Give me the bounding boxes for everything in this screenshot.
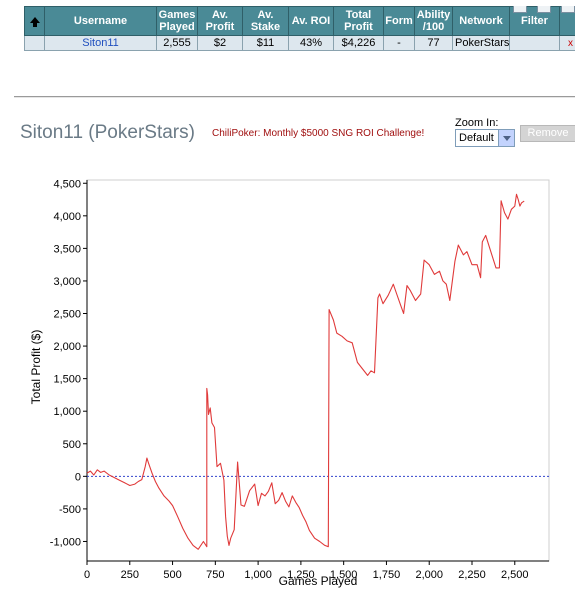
x-tick-label: 1,500 <box>330 569 358 581</box>
ability-value: 77 <box>414 35 453 51</box>
y-tick-label: 3,500 <box>53 243 81 255</box>
x-tick-label: 0 <box>84 569 90 581</box>
stats-table: Username Games Played Av. Profit Av. Sta… <box>24 6 575 51</box>
profit-chart: -1,000 -500 0 500 1,000 1,500 2,000 2,500 3,000 3… <box>29 178 550 588</box>
y-tick-label: 0 <box>75 471 81 483</box>
challenge-link[interactable]: ChiliPoker: Monthly $5000 SNG ROI Challe… <box>212 128 425 139</box>
col-av-roi[interactable]: Av. ROI <box>288 6 334 36</box>
sort-column-header[interactable] <box>24 6 45 36</box>
y-tick-label: 2,000 <box>53 341 81 353</box>
y-axis-label: Total Profit ($) <box>29 330 43 405</box>
plot-frame <box>86 179 550 562</box>
filter-value[interactable] <box>509 35 560 51</box>
y-tick-label: 4,000 <box>53 211 81 223</box>
chevron-down-icon[interactable] <box>498 130 514 146</box>
row-sort-cell <box>24 35 45 51</box>
y-tick-label: 500 <box>63 439 81 451</box>
toolbar-icons <box>503 0 575 13</box>
table-row: Siton11 2,555 $2 $11 43% $4,226 - 77 Pok… <box>24 35 575 51</box>
page-title: Siton11 (PokerStars) <box>20 122 195 143</box>
col-form[interactable]: Form <box>383 6 415 36</box>
av-stake-value: $11 <box>242 35 289 51</box>
y-tick-label: 1,000 <box>53 406 81 418</box>
arrow-up-icon <box>29 17 40 27</box>
col-ability[interactable]: Ability /100 <box>414 6 453 36</box>
zoom-select[interactable]: Default <box>455 129 515 147</box>
col-av-stake[interactable]: Av. Stake <box>242 6 289 36</box>
x-tick-label: 500 <box>163 569 181 581</box>
username-link[interactable]: Siton11 <box>44 35 157 51</box>
x-tick-label: 250 <box>121 569 139 581</box>
chart-axes: -1,000 -500 0 500 1,000 1,500 2,000 2,500 3,000 3… <box>50 178 550 581</box>
x-tick-label: 2,000 <box>415 569 443 581</box>
av-profit-value: $2 <box>197 35 243 51</box>
x-tick-label: 750 <box>206 569 224 581</box>
y-tick-label: 3,000 <box>53 276 81 288</box>
form-value: - <box>383 35 415 51</box>
col-total-profit[interactable]: Total Profit <box>333 6 384 36</box>
y-tick-label: 4,500 <box>53 178 81 190</box>
col-network[interactable]: Network <box>452 6 510 36</box>
games-played-value: 2,555 <box>156 35 198 51</box>
x-tick-label: 1,750 <box>373 569 401 581</box>
refresh-icon[interactable] <box>561 6 575 13</box>
x-axis-label: Games Played <box>279 574 358 588</box>
x-tick-label: 2,250 <box>458 569 486 581</box>
zoom-label: Zoom In: <box>455 117 499 129</box>
total-profit-value: $4,226 <box>333 35 384 51</box>
col-av-profit[interactable]: Av. Profit <box>197 6 243 36</box>
stats-table-container: Username Games Played Av. Profit Av. Sta… <box>24 6 575 51</box>
delete-row-button[interactable]: x <box>559 35 575 51</box>
x-tick-label: 1,000 <box>244 569 272 581</box>
av-roi-value: 43% <box>288 35 334 51</box>
y-tick-label: 2,500 <box>53 309 81 321</box>
remove-button[interactable]: Remove <box>520 125 575 142</box>
table-header-row: Username Games Played Av. Profit Av. Sta… <box>24 6 575 36</box>
y-tick-label: -500 <box>59 504 81 516</box>
col-games-played[interactable]: Games Played <box>156 6 198 36</box>
chart-series <box>86 193 525 550</box>
y-tick-label: 1,500 <box>53 374 81 386</box>
network-value: PokerStars <box>452 35 510 51</box>
zoom-select-value: Default <box>459 132 494 144</box>
col-username[interactable]: Username <box>44 6 157 36</box>
section-divider <box>14 96 575 98</box>
x-tick-label: 2,500 <box>501 569 529 581</box>
x-tick-label: 1,250 <box>287 569 315 581</box>
print-icon[interactable] <box>537 6 551 13</box>
y-tick-label: -1,000 <box>50 536 81 548</box>
export-icon[interactable] <box>513 6 527 13</box>
series-line-0 <box>86 193 525 550</box>
